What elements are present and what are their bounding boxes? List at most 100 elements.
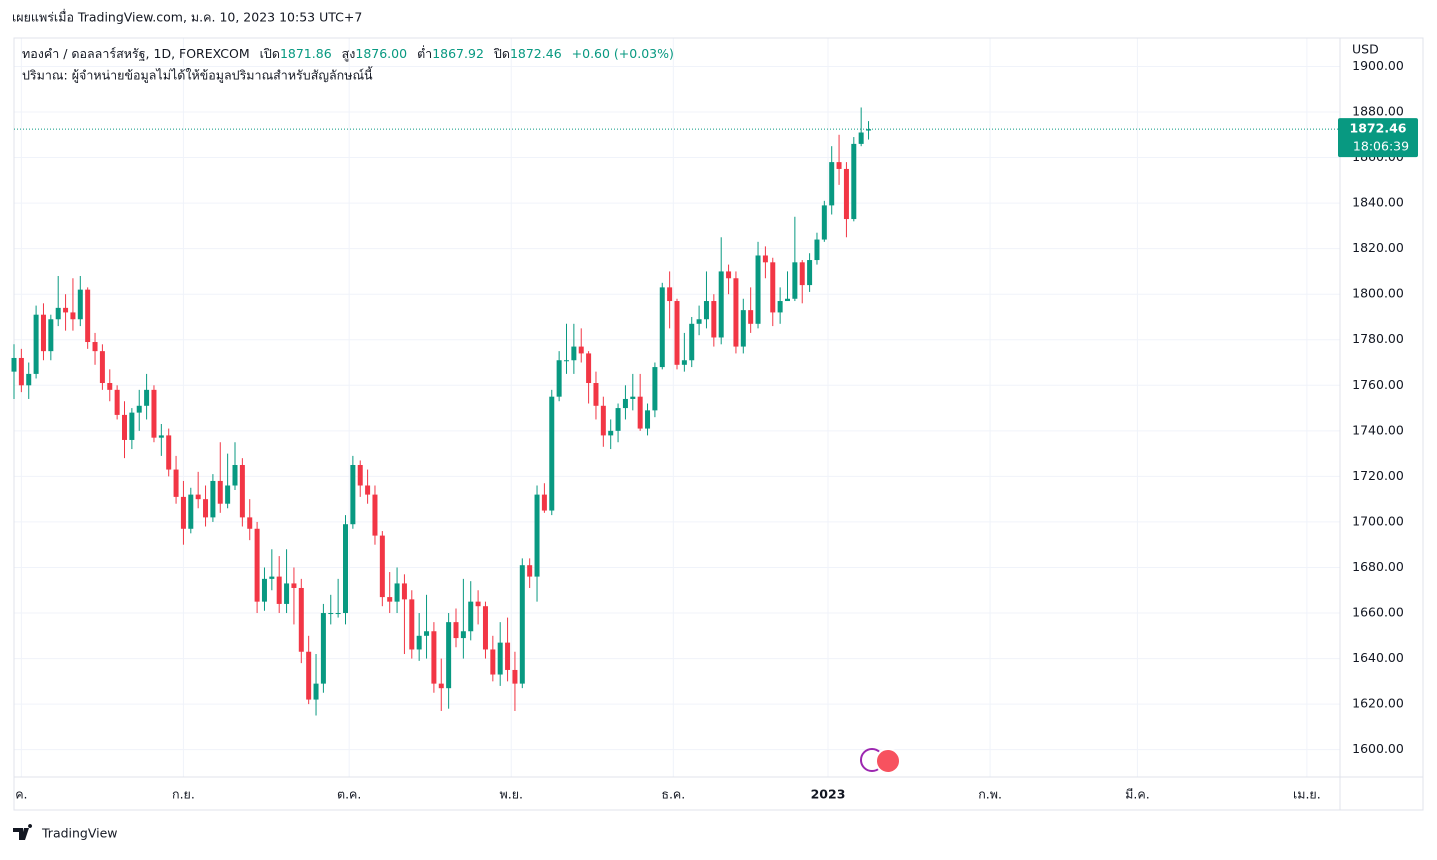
- candle: [460, 578, 466, 659]
- currency: USD: [1352, 42, 1379, 57]
- candle: [306, 635, 312, 705]
- candle-body: [166, 435, 172, 470]
- candle: [269, 549, 275, 591]
- candle: [571, 323, 577, 374]
- candle: [770, 257, 776, 327]
- candle-body: [726, 271, 732, 279]
- candle: [18, 348, 24, 393]
- candle-body: [180, 496, 186, 529]
- candle-body: [541, 494, 547, 511]
- candle-body: [527, 565, 533, 577]
- candle-body: [173, 469, 179, 497]
- candle: [247, 499, 253, 541]
- candle-body: [26, 373, 32, 386]
- candle-body: [158, 435, 164, 438]
- candle-body: [343, 524, 348, 614]
- candle-body: [203, 499, 209, 518]
- candle-body: [836, 162, 842, 169]
- candle: [158, 424, 164, 456]
- candle-body: [564, 360, 569, 362]
- candle: [733, 271, 739, 354]
- candle: [622, 385, 628, 420]
- candle-body: [615, 408, 621, 431]
- candle-body: [77, 289, 83, 320]
- candle-body: [438, 683, 444, 689]
- candle: [866, 121, 872, 140]
- candle-body: [814, 239, 820, 261]
- candle-body: [365, 485, 371, 495]
- candle: [99, 344, 105, 390]
- candle: [372, 485, 378, 545]
- candle-body: [446, 622, 452, 689]
- candle-body: [387, 597, 393, 602]
- candle: [696, 305, 702, 336]
- candle-body: [424, 631, 430, 636]
- open-value: 1871.86: [280, 46, 332, 61]
- candle-body: [320, 613, 326, 684]
- candle: [667, 271, 673, 329]
- x-tick-label: ค.: [15, 787, 27, 802]
- candle-body: [497, 642, 503, 675]
- last-price-label: 1872.46: [1350, 121, 1407, 136]
- candle-body: [372, 494, 378, 536]
- candle-body: [269, 576, 275, 579]
- candle: [350, 455, 356, 529]
- y-tick-label: 1700.00: [1352, 513, 1404, 528]
- y-tick-label: 1660.00: [1352, 605, 1404, 620]
- candle: [792, 216, 798, 302]
- candle-body: [512, 669, 518, 684]
- candle: [416, 613, 422, 661]
- candle-body: [843, 168, 849, 220]
- candle: [718, 237, 724, 345]
- candle-body: [401, 583, 407, 600]
- volume-note: ปริมาณ: ผู้จำหน่ายข้อมูลไม่ได้ให้ข้อมูลป…: [22, 66, 373, 84]
- candle-body: [703, 301, 709, 320]
- x-tick-label: ก.พ.: [978, 787, 1002, 802]
- candle: [829, 146, 835, 215]
- candle: [409, 590, 415, 659]
- candle-body: [622, 398, 628, 409]
- candle: [799, 260, 805, 304]
- candle-body: [188, 494, 194, 529]
- candle: [564, 323, 569, 374]
- candle: [357, 460, 363, 497]
- candle: [424, 594, 430, 659]
- y-tick-label: 1840.00: [1352, 195, 1404, 210]
- candle-body: [284, 583, 290, 604]
- candle: [858, 107, 864, 147]
- candle-body: [151, 389, 157, 438]
- candle-body: [637, 396, 643, 429]
- close-label: ปิด: [494, 46, 510, 61]
- x-tick-label: 2023: [811, 787, 846, 802]
- candle-body: [799, 262, 805, 286]
- candle: [637, 373, 643, 431]
- candle-body: [807, 260, 813, 286]
- y-tick-label: 1880.00: [1352, 104, 1404, 119]
- candle-body: [549, 396, 555, 511]
- candle: [365, 469, 371, 504]
- candle: [578, 328, 584, 363]
- candle-body: [335, 613, 341, 615]
- candle: [807, 253, 813, 292]
- y-tick-label: 1760.00: [1352, 377, 1404, 392]
- candle: [122, 401, 127, 459]
- candle-body: [136, 405, 142, 413]
- candle-body: [239, 465, 245, 518]
- y-tick-label: 1900.00: [1352, 58, 1404, 73]
- x-tick-label: ธ.ค.: [661, 787, 685, 802]
- candle: [777, 287, 783, 324]
- candle-body: [379, 535, 385, 598]
- candle-body: [306, 651, 312, 700]
- candle: [394, 567, 400, 614]
- candle: [291, 567, 297, 625]
- y-tick-label: 1820.00: [1352, 240, 1404, 255]
- candle-body: [762, 255, 768, 263]
- candle: [114, 385, 120, 420]
- candle-body: [85, 289, 91, 343]
- candle: [519, 558, 525, 689]
- candle: [482, 601, 488, 659]
- candle: [748, 287, 754, 333]
- candle: [446, 613, 452, 709]
- candle: [505, 617, 511, 682]
- candle: [107, 369, 113, 402]
